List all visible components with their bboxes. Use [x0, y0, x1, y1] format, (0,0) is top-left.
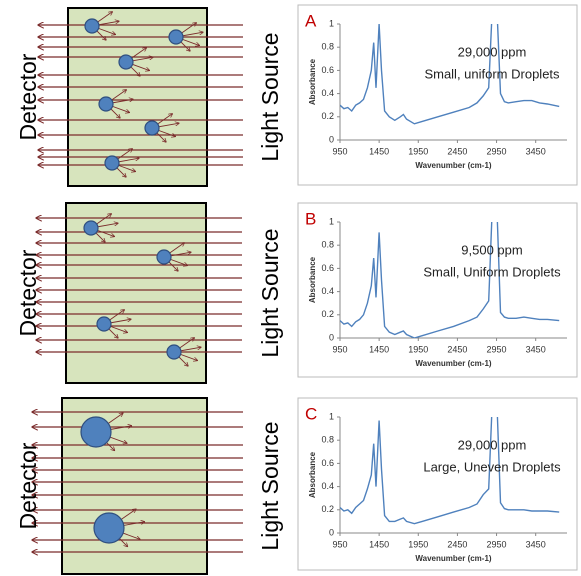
droplet	[80, 416, 112, 448]
x-tick-label: 2950	[487, 344, 507, 354]
annotation: Small, uniform Droplets	[424, 66, 560, 81]
light-source-label: Light Source	[257, 228, 283, 357]
annotation: 29,000 ppm	[458, 437, 527, 452]
x-axis-label: Wavenumber (cm-1)	[415, 554, 492, 563]
droplet	[84, 18, 100, 34]
y-tick-label: 0.8	[321, 42, 334, 52]
x-tick-label: 3450	[526, 146, 546, 156]
annotation: Large, Uneven Droplets	[423, 459, 561, 474]
droplet	[118, 54, 134, 70]
x-tick-label: 950	[332, 539, 347, 549]
panel-label: A	[305, 11, 317, 30]
x-tick-label: 3450	[526, 344, 546, 354]
sample-cell	[67, 7, 208, 187]
x-tick-label: 950	[332, 146, 347, 156]
y-tick-label: 1	[329, 18, 334, 28]
droplet	[166, 344, 182, 360]
droplet	[144, 120, 160, 136]
y-tick-label: 0.6	[321, 263, 334, 273]
detector-label: Detector	[15, 249, 41, 336]
y-tick-label: 0.4	[321, 286, 334, 296]
x-tick-label: 950	[332, 344, 347, 354]
panel-label: B	[305, 209, 316, 228]
chart-frame	[297, 202, 578, 378]
x-tick-label: 2450	[447, 539, 467, 549]
annotation: Small, Uniform Droplets	[423, 264, 561, 279]
y-tick-label: 0	[329, 134, 334, 144]
chart-frame	[297, 397, 578, 571]
droplet	[93, 512, 125, 544]
x-tick-label: 2950	[487, 539, 507, 549]
spectrum-line	[340, 222, 560, 338]
light-source-label: Light Source	[257, 421, 283, 550]
y-tick-label: 0.2	[321, 504, 334, 514]
droplet	[98, 96, 114, 112]
droplet	[156, 249, 172, 265]
detector-label: Detector	[15, 53, 41, 140]
chart-frame	[297, 4, 578, 186]
y-tick-label: 1	[329, 216, 334, 226]
annotation: 9,500 ppm	[461, 242, 522, 257]
light-source-label: Light Source	[257, 32, 283, 161]
panel-label: C	[305, 404, 317, 423]
x-tick-label: 1450	[369, 539, 389, 549]
annotation: 29,000 ppm	[458, 44, 527, 59]
x-tick-label: 2450	[447, 146, 467, 156]
y-tick-label: 0.2	[321, 309, 334, 319]
y-tick-label: 0.6	[321, 65, 334, 75]
y-tick-label: 0	[329, 332, 334, 342]
y-tick-label: 0	[329, 527, 334, 537]
x-tick-label: 1450	[369, 344, 389, 354]
y-axis-label: Absorbance	[308, 451, 317, 498]
x-tick-label: 1950	[408, 146, 428, 156]
y-tick-label: 0.4	[321, 88, 334, 98]
spectrum-line	[340, 417, 560, 525]
x-tick-label: 1950	[408, 344, 428, 354]
y-tick-label: 1	[329, 411, 334, 421]
x-tick-label: 3450	[526, 539, 546, 549]
x-tick-label: 2950	[487, 146, 507, 156]
y-tick-label: 0.6	[321, 458, 334, 468]
droplet	[168, 29, 184, 45]
y-axis-label: Absorbance	[308, 58, 317, 105]
y-tick-label: 0.8	[321, 240, 334, 250]
droplet	[104, 155, 120, 171]
y-tick-label: 0.8	[321, 435, 334, 445]
spectrum-line	[340, 24, 560, 125]
droplet	[96, 316, 112, 332]
y-tick-label: 0.4	[321, 481, 334, 491]
x-tick-label: 1950	[408, 539, 428, 549]
y-axis-label: Absorbance	[308, 256, 317, 303]
x-axis-label: Wavenumber (cm-1)	[415, 161, 492, 170]
droplet	[83, 220, 99, 236]
detector-label: Detector	[15, 442, 41, 529]
x-axis-label: Wavenumber (cm-1)	[415, 359, 492, 368]
x-tick-label: 1450	[369, 146, 389, 156]
x-tick-label: 2450	[447, 344, 467, 354]
y-tick-label: 0.2	[321, 111, 334, 121]
